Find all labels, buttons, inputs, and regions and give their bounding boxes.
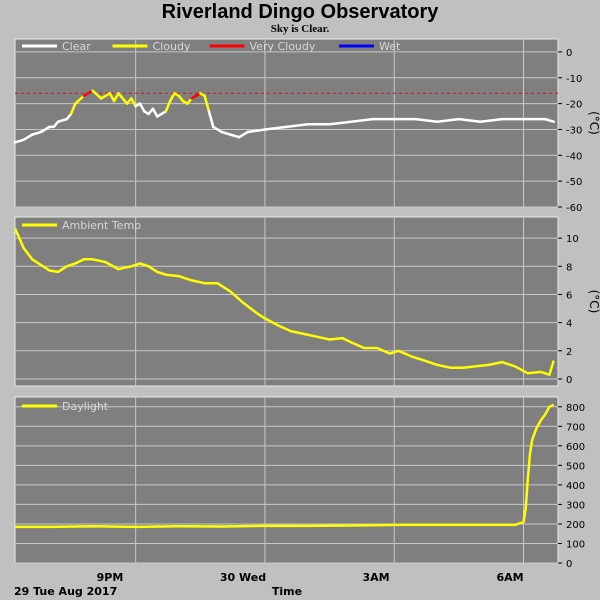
sky-temp-segment bbox=[168, 92, 176, 103]
x-axis-date-label: 29 Tue Aug 2017 bbox=[14, 585, 117, 598]
sky-temp-segment bbox=[328, 120, 353, 126]
legend-label-very-cloudy: Very Cloudy bbox=[250, 40, 316, 53]
page-title: Riverland Dingo Observatory bbox=[161, 1, 439, 23]
ambient-ylabel: (°C) bbox=[587, 290, 600, 314]
sky-temp-segment bbox=[246, 128, 267, 134]
sky-temp-segment bbox=[112, 92, 120, 103]
sky-temp-segment bbox=[479, 117, 504, 123]
sky-temp-segment bbox=[69, 102, 77, 116]
ambient-ytick-label: 4 bbox=[566, 319, 572, 330]
ambient-ytick-label: 0 bbox=[566, 375, 572, 386]
sky-temp-segment bbox=[155, 110, 168, 118]
sky-temp-segment bbox=[237, 130, 249, 139]
ambient-panel: 0 2 4 6 8 10 (°C) Ambient Temp bbox=[13, 216, 600, 387]
legend-label-cloudy: Cloudy bbox=[153, 40, 191, 53]
daylight-panel: 0 100 200 300 400 500 600 700 800 Daylight bbox=[14, 396, 585, 570]
daylight-ytick-label: 200 bbox=[566, 520, 585, 531]
sky-temp-segment bbox=[130, 97, 137, 108]
sky-temp-segment bbox=[436, 117, 461, 123]
sky-temp-segment bbox=[164, 99, 172, 113]
ambient-plot-area bbox=[14, 216, 559, 387]
sky-ytick-label: 0 bbox=[566, 48, 572, 59]
sky-temp-segment bbox=[91, 89, 103, 100]
x-tick-label-6am: 6AM bbox=[496, 571, 523, 584]
sky-temp-segment bbox=[74, 94, 86, 105]
sky-status-subtitle: Sky is Clear. bbox=[270, 23, 330, 35]
sky-ytick-label: -60 bbox=[566, 203, 582, 214]
daylight-ytick-label: 700 bbox=[566, 422, 585, 433]
sky-temp-segment bbox=[151, 107, 159, 118]
sky-ytick-label: -50 bbox=[566, 177, 582, 188]
sky-temp-segment bbox=[263, 125, 288, 131]
sky-ytick-label: -40 bbox=[566, 151, 582, 162]
daylight-ytick-label: 600 bbox=[566, 442, 585, 453]
sky-temp-segment bbox=[22, 133, 34, 142]
legend-label-ambient-temp: Ambient Temp bbox=[62, 219, 141, 232]
daylight-ytick-label: 500 bbox=[566, 461, 585, 472]
x-tick-label-3am: 3AM bbox=[362, 571, 389, 584]
legend-label-wet: Wet bbox=[379, 40, 401, 53]
sky-temp-segment bbox=[457, 117, 482, 123]
daylight-ytick-label: 300 bbox=[566, 500, 585, 511]
sky-temp-segment bbox=[108, 92, 116, 103]
sky-temp-segment bbox=[229, 133, 241, 139]
sky-temp-segment bbox=[203, 94, 211, 113]
daylight-plot-area bbox=[14, 396, 559, 564]
sky-ytick-label: -30 bbox=[566, 125, 582, 136]
daylight-ytick-label: 0 bbox=[566, 559, 572, 570]
sky-temp-segment bbox=[285, 123, 310, 129]
daylight-ytick-label: 800 bbox=[566, 403, 585, 414]
sky-temp-segment bbox=[414, 117, 439, 123]
daylight-ytick-label: 400 bbox=[566, 481, 585, 492]
sky-temp-segment bbox=[99, 92, 112, 100]
sky-temp-segment bbox=[207, 110, 215, 129]
x-axis-title: Time bbox=[272, 585, 302, 598]
sky-temp-segment bbox=[39, 125, 51, 134]
daylight-series-line bbox=[15, 403, 555, 529]
ambient-ytick-label: 2 bbox=[566, 347, 572, 358]
sky-temp-segment bbox=[220, 130, 232, 136]
sky-panel: -60 -50 -40 -30 -20 -10 0 (°C) Clear Cloudy Very C… bbox=[13, 38, 600, 214]
sky-temp-segment bbox=[543, 117, 555, 123]
legend-label-daylight: Daylight bbox=[62, 400, 109, 413]
sky-ytick-label: -10 bbox=[566, 74, 582, 85]
x-tick-label-9pm: 9PM bbox=[97, 571, 124, 584]
x-tick-label-30-wed: 30 Wed bbox=[220, 571, 266, 584]
sky-temp-segment bbox=[349, 117, 374, 123]
sky-temp-segment bbox=[56, 117, 68, 123]
sky-ytick-label: -20 bbox=[566, 100, 582, 111]
sky-ylabel: (°C) bbox=[587, 111, 600, 135]
sky-temp-segment bbox=[82, 89, 94, 98]
sky-temp-segment bbox=[13, 138, 25, 144]
sky-temp-segment bbox=[138, 102, 146, 113]
ambient-ytick-label: 6 bbox=[566, 290, 572, 301]
daylight-ytick-label: 100 bbox=[566, 539, 585, 550]
sky-temp-segment bbox=[30, 130, 43, 136]
ambient-ytick-label: 10 bbox=[566, 234, 579, 245]
ambient-series-line bbox=[13, 227, 555, 376]
sky-plot-area bbox=[14, 38, 559, 208]
legend-label-clear: Clear bbox=[62, 40, 91, 53]
ambient-ytick-label: 8 bbox=[566, 262, 572, 273]
